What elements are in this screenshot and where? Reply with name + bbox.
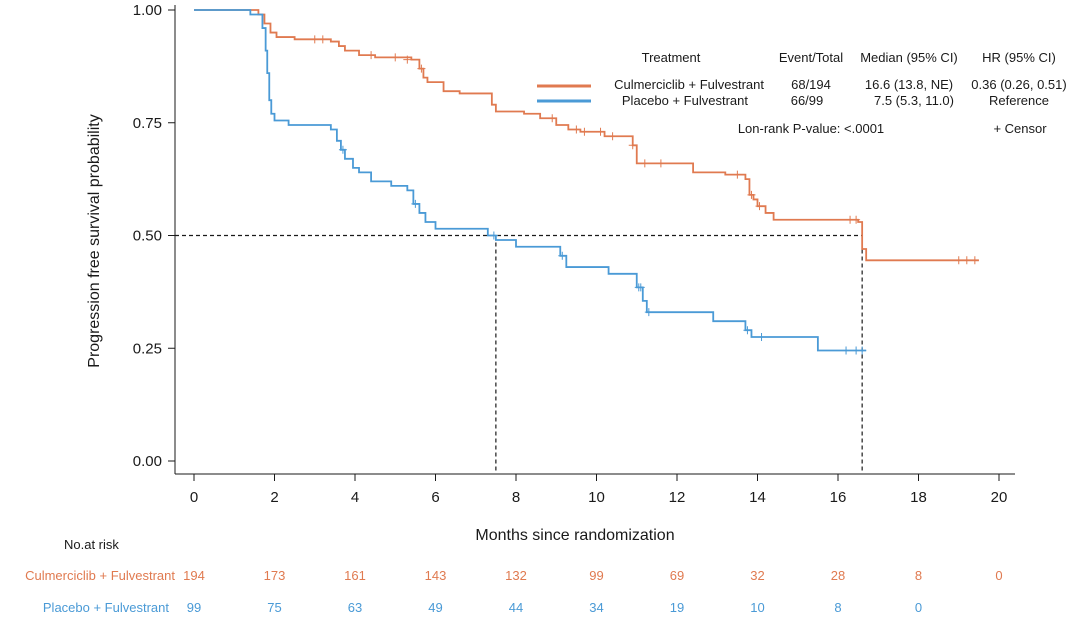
legend-header-event-total: Event/Total [779, 50, 843, 65]
censor-mark-culmerciclib [852, 215, 861, 224]
legend-name-culmerciclib: Culmerciclib + Fulvestrant [614, 77, 764, 92]
censor-mark-culmerciclib [755, 202, 764, 211]
risk-value: 99 [187, 600, 201, 615]
risk-value: 69 [670, 568, 684, 583]
legend-header-hr: HR (95% CI) [982, 50, 1056, 65]
censor-mark-culmerciclib [403, 55, 412, 64]
x-tick-label: 10 [588, 489, 605, 506]
censor-mark-placebo [644, 308, 653, 317]
risk-value: 75 [267, 600, 281, 615]
risk-table-title: No.at risk [64, 537, 119, 552]
censor-mark-culmerciclib [747, 190, 756, 199]
censor-mark-culmerciclib [367, 51, 376, 60]
censor-mark-placebo [411, 199, 420, 208]
risk-value: 10 [750, 600, 764, 615]
x-ticks: 0 2 4 6 8 10 12 14 16 18 20 [190, 474, 1008, 506]
legend-median-culmerciclib: 16.6 (13.8, NE) [865, 77, 953, 92]
curve-culmerciclib [194, 9, 979, 262]
y-tick-label: 0.50 [133, 228, 162, 245]
censor-mark-culmerciclib [548, 114, 557, 123]
median-reference-lines [175, 234, 863, 474]
risk-row-label-culmerciclib: Culmerciclib + Fulvestrant [25, 568, 175, 583]
censor-mark-culmerciclib [572, 125, 581, 134]
risk-value: 63 [348, 600, 362, 615]
y-tick-label: 0.25 [133, 340, 162, 357]
y-ticks: 0.00 0.25 0.50 0.75 1.00 [133, 2, 175, 470]
risk-table: No.at risk Culmerciclib + Fulvestrant Pl… [25, 537, 1003, 615]
y-tick-label: 1.00 [133, 2, 162, 19]
censor-mark-culmerciclib [954, 256, 963, 265]
x-axis-title: Months since randomization [475, 527, 674, 544]
survival-curves [194, 9, 979, 355]
risk-row-label-placebo: Placebo + Fulvestrant [43, 600, 169, 615]
risk-value: 161 [344, 568, 366, 583]
censor-mark-placebo [636, 283, 645, 292]
censor-mark-culmerciclib [417, 64, 426, 73]
legend-name-placebo: Placebo + Fulvestrant [622, 93, 748, 108]
censor-mark-culmerciclib [628, 141, 637, 150]
x-tick-label: 0 [190, 489, 198, 506]
risk-value: 44 [509, 600, 523, 615]
x-tick-label: 12 [669, 489, 686, 506]
risk-values: 194 173 161 143 132 99 69 32 28 8 0 99 75 63 49 44 34 19 1… [183, 568, 1002, 615]
x-tick-label: 6 [431, 489, 439, 506]
x-tick-label: 4 [351, 489, 359, 506]
censor-mark-culmerciclib [640, 159, 649, 168]
censor-mark-placebo [842, 346, 851, 355]
risk-value: 99 [589, 568, 603, 583]
censor-mark-culmerciclib [970, 256, 979, 265]
y-tick-label: 0.00 [133, 453, 162, 470]
censor-mark-placebo [858, 346, 867, 355]
censor-mark-culmerciclib [608, 132, 617, 141]
x-tick-label: 8 [512, 489, 520, 506]
legend-hr-culmerciclib: 0.36 (0.26, 0.51) [971, 77, 1066, 92]
risk-value: 34 [589, 600, 603, 615]
censor-mark-culmerciclib [733, 170, 742, 179]
x-tick-label: 20 [991, 489, 1008, 506]
risk-value: 143 [425, 568, 447, 583]
curve-placebo [194, 9, 867, 352]
risk-value: 32 [750, 568, 764, 583]
censor-mark-placebo [743, 326, 752, 335]
risk-value: 194 [183, 568, 205, 583]
legend-header-treatment: Treatment [642, 50, 701, 65]
x-tick-label: 18 [910, 489, 927, 506]
censor-mark-culmerciclib [318, 35, 327, 44]
legend-header-median: Median (95% CI) [860, 50, 958, 65]
x-tick-label: 16 [830, 489, 847, 506]
x-tick-label: 2 [270, 489, 278, 506]
censor-mark-culmerciclib [310, 35, 319, 44]
censor-mark-culmerciclib [656, 159, 665, 168]
x-tick-label: 14 [749, 489, 766, 506]
risk-value: 28 [831, 568, 845, 583]
legend-pvalue: Lon-rank P-value: <.0001 [738, 121, 884, 136]
legend-event-placebo: 66/99 [791, 93, 824, 108]
legend-hr-placebo: Reference [989, 93, 1049, 108]
risk-value: 0 [915, 600, 922, 615]
risk-value: 132 [505, 568, 527, 583]
legend-censor-note: + Censor [993, 121, 1047, 136]
risk-value: 49 [428, 600, 442, 615]
censor-mark-placebo [489, 231, 498, 240]
risk-value: 8 [915, 568, 922, 583]
censor-mark-placebo [757, 332, 766, 341]
censor-mark-culmerciclib [580, 127, 589, 136]
legend-median-placebo: 7.5 (5.3, 11.0) [874, 93, 954, 108]
risk-value: 19 [670, 600, 684, 615]
y-axis-title: Progression free survival probability [86, 114, 103, 367]
risk-value: 0 [995, 568, 1002, 583]
censor-mark-culmerciclib [596, 127, 605, 136]
y-tick-label: 0.75 [133, 115, 162, 132]
censor-mark-culmerciclib [391, 53, 400, 62]
legend-event-culmerciclib: 68/194 [791, 77, 831, 92]
legend: Treatment Event/Total Median (95% CI) HR… [537, 50, 1067, 136]
risk-value: 173 [264, 568, 286, 583]
censor-mark-placebo [558, 251, 567, 260]
censor-mark-placebo [338, 145, 347, 154]
risk-value: 8 [834, 600, 841, 615]
censor-mark-culmerciclib [962, 256, 971, 265]
